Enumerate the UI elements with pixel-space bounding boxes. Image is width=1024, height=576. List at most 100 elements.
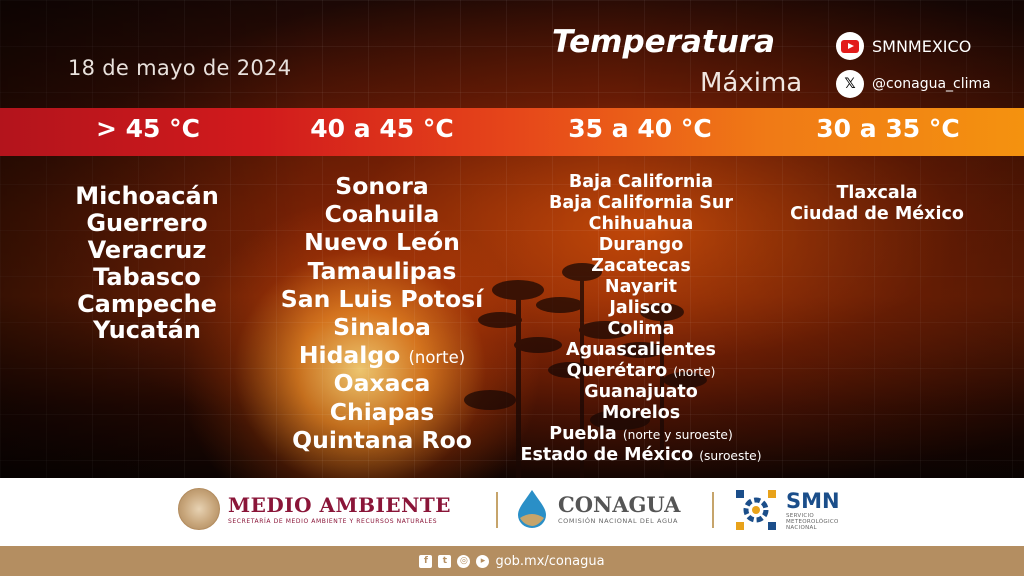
state-name: Tamaulipas (307, 256, 457, 285)
state-name: Morelos (601, 403, 681, 423)
state-name: Nuevo León (304, 228, 460, 257)
state-name: Michoacán (75, 182, 219, 210)
state-item: Guerrero (58, 208, 236, 237)
smn-sub-1: SERVICIO (786, 512, 815, 519)
smn-name: SMN (786, 488, 840, 513)
medio-ambiente-sub: SECRETARÍA DE MEDIO AMBIENTE Y RECURSOS … (228, 518, 438, 525)
state-note: (norte y suroeste) (622, 428, 733, 442)
state-name: Jalisco (609, 298, 673, 318)
states-column-40-45: Sonora Coahuila Nuevo León Tamaulipas San Lu… (262, 172, 502, 454)
state-name: Nayarit (604, 277, 678, 297)
state-item: Estado de México (suroeste) (498, 445, 784, 466)
x-icon: 𝕏 (836, 70, 864, 98)
medio-ambiente-logo[interactable]: MEDIO AMBIENTE SECRETARÍA DE MEDIO AMBIE… (178, 488, 451, 530)
state-name: San Luis Potosí (280, 284, 484, 313)
smn-logo[interactable]: SMN SERVICIO METEOROLÓGICO NACIONAL (734, 488, 840, 532)
state-item: Campeche (58, 289, 236, 318)
state-item: Hidalgo (norte) (262, 341, 502, 369)
state-name: Oaxaca (333, 369, 431, 398)
conagua-name: CONAGUA (558, 491, 681, 517)
state-item: Michoacán (58, 183, 236, 210)
x-handle: @conagua_clima (872, 76, 991, 92)
range-label-35-40: 35 a 40 °C (568, 114, 712, 143)
twitter-icon[interactable]: t (438, 554, 452, 568)
youtube-handle: SMNMEXICO (872, 36, 972, 56)
state-item: Tlaxcala (770, 183, 984, 204)
state-name: Colima (607, 319, 675, 339)
state-item: Querétaro (norte) (498, 361, 784, 382)
state-name: Sinaloa (333, 312, 431, 341)
state-name: Aguascalientes (566, 340, 716, 360)
smn-weather-icon (736, 490, 776, 530)
state-name: Campeche (77, 289, 217, 318)
state-item: Sonora (262, 172, 502, 200)
conagua-sub: COMISIÓN NACIONAL DEL AGUA (558, 516, 679, 525)
state-name: Tlaxcala (836, 183, 918, 203)
state-item: Aguascalientes (498, 340, 784, 361)
state-name: Baja California Sur (548, 193, 733, 213)
smn-sub-2: METEOROLÓGICO (786, 518, 839, 525)
state-name: Sonora (335, 172, 429, 200)
state-name: Ciudad de México (790, 204, 964, 224)
state-item: Morelos (498, 403, 784, 424)
state-name: Zacatecas (591, 256, 691, 276)
state-name: Hidalgo (298, 341, 401, 370)
state-name: Veracruz (87, 235, 207, 264)
page-subtitle: Máxima (700, 68, 803, 98)
state-item: Durango (498, 235, 784, 256)
instagram-icon[interactable]: ◎ (457, 554, 471, 568)
state-item: Ciudad de México (770, 204, 984, 225)
state-name: Quintana Roo (292, 425, 472, 454)
state-item: Veracruz (58, 235, 236, 264)
states-column-gt45: Michoacán Guerrero Veracruz Tabasco Campeche… (58, 183, 236, 344)
website-link[interactable]: gob.mx/conagua (495, 553, 605, 569)
x-link[interactable]: 𝕏 @conagua_clima (836, 70, 991, 98)
states-column-30-35: Tlaxcala Ciudad de México (770, 183, 984, 225)
state-item: Baja California Sur (498, 193, 784, 214)
report-date: 18 de mayo de 2024 (68, 56, 292, 80)
state-name: Chihuahua (588, 214, 694, 234)
temperature-range-band (0, 108, 1024, 156)
footer-divider (496, 492, 498, 528)
youtube-icon[interactable]: ▸ (476, 554, 490, 568)
state-item: Chihuahua (498, 214, 784, 235)
state-item: Tabasco (58, 262, 236, 291)
state-note: (norte) (673, 365, 716, 379)
state-name: Baja California (568, 172, 714, 192)
states-column-35-40: Baja California Baja California Sur Chihua… (498, 172, 784, 466)
youtube-icon (836, 32, 864, 60)
state-item: Baja California (498, 172, 784, 193)
state-name: Durango (598, 235, 684, 255)
state-item: Quintana Roo (262, 426, 502, 454)
state-name: Puebla (549, 424, 617, 444)
state-item: San Luis Potosí (262, 285, 502, 313)
state-name: Yucatán (93, 316, 201, 345)
state-item: Oaxaca (262, 369, 502, 397)
conagua-logo[interactable]: CONAGUA COMISIÓN NACIONAL DEL AGUA (514, 488, 680, 528)
mexico-seal-icon (178, 488, 220, 530)
state-item: Tamaulipas (262, 257, 502, 285)
footer-divider (712, 492, 714, 528)
medio-ambiente-name: MEDIO AMBIENTE (228, 493, 452, 517)
state-item: Guanajuato (498, 382, 784, 403)
state-name: Querétaro (566, 361, 668, 381)
state-name: Guerrero (86, 208, 208, 237)
youtube-link[interactable]: SMNMEXICO (836, 32, 971, 60)
plant-silhouette-icon (464, 263, 707, 478)
state-item: Zacatecas (498, 256, 784, 277)
state-item: Nayarit (498, 277, 784, 298)
state-name: Estado de México (520, 445, 694, 465)
range-label-40-45: 40 a 45 °C (310, 114, 454, 143)
state-name: Tabasco (93, 262, 201, 291)
page-title: Temperatura (552, 24, 775, 60)
state-item: Chiapas (262, 398, 502, 426)
state-item: Colima (498, 319, 784, 340)
facebook-icon[interactable]: f (419, 554, 433, 568)
range-label-30-35: 30 a 35 °C (816, 114, 960, 143)
smn-sub-3: NACIONAL (786, 525, 817, 532)
state-name: Coahuila (324, 200, 440, 229)
state-name: Chiapas (329, 397, 435, 426)
footer-logos: MEDIO AMBIENTE SECRETARÍA DE MEDIO AMBIE… (0, 478, 1024, 546)
water-drop-icon (518, 490, 546, 528)
